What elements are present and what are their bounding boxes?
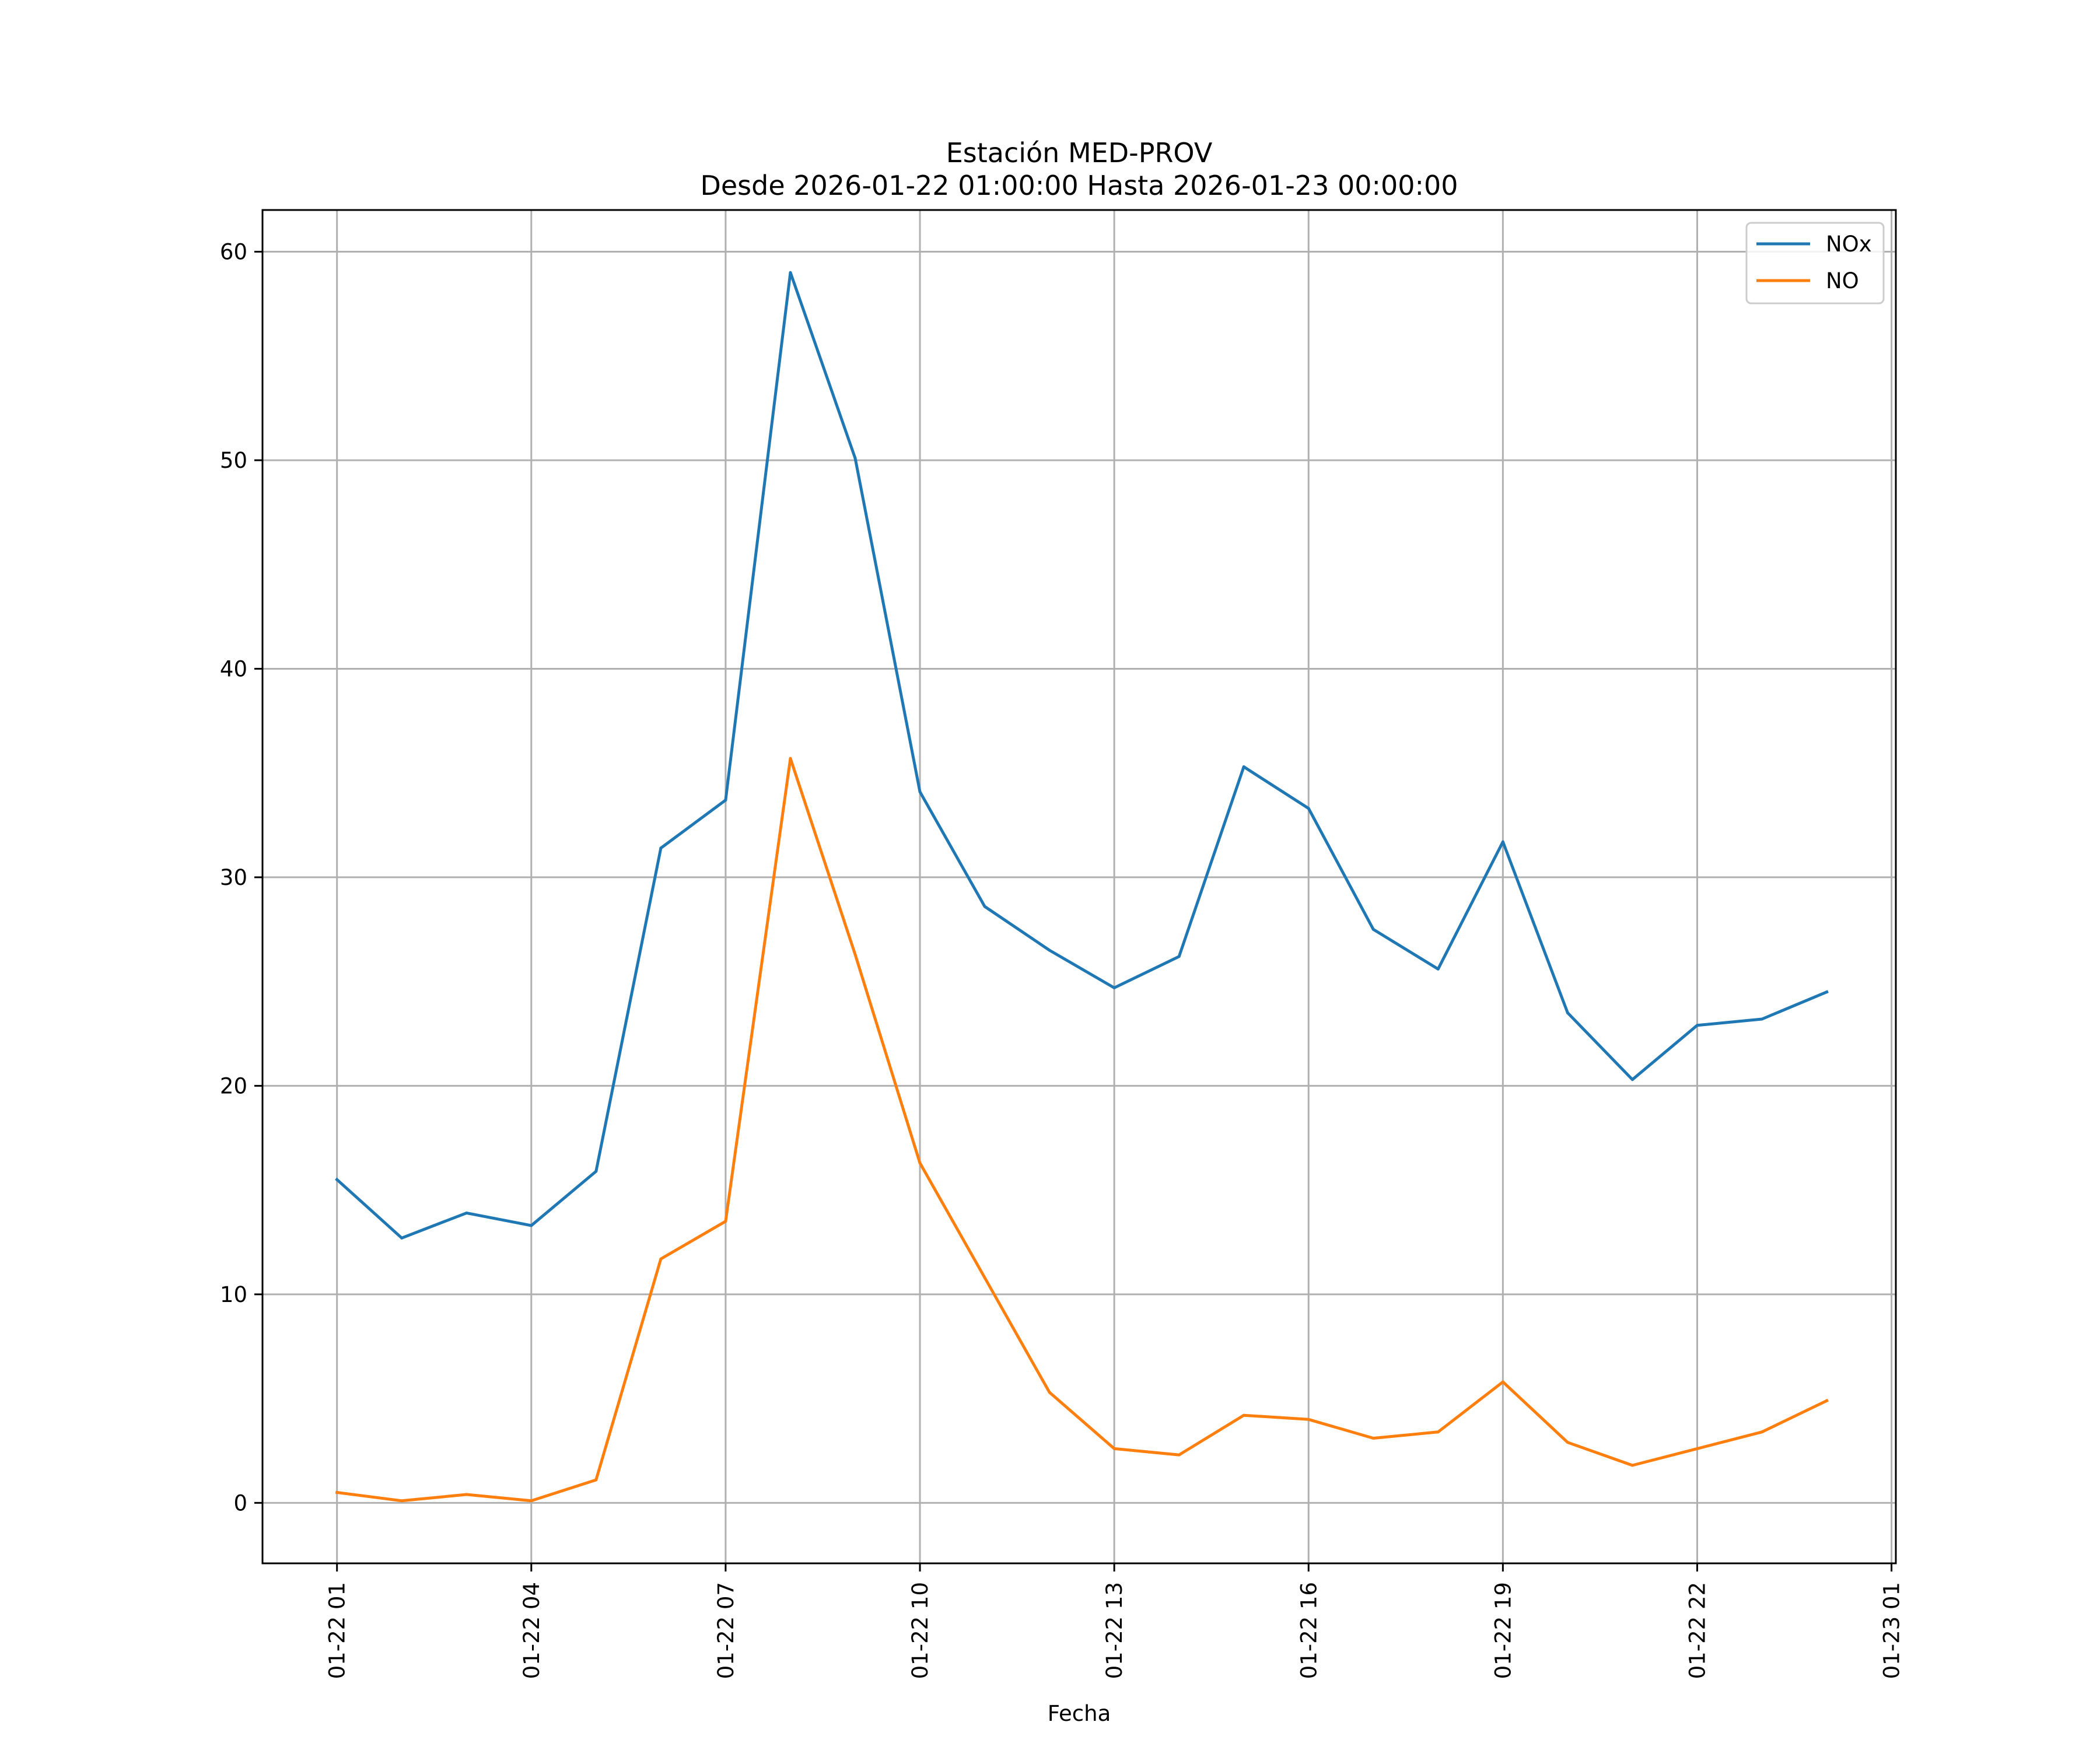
data-point-no	[400, 1499, 404, 1503]
x-tick-label: 01-22 19	[1490, 1582, 1516, 1679]
series-line-no	[335, 757, 1829, 1503]
data-point-no	[1630, 1464, 1634, 1467]
data-point-no	[724, 1220, 727, 1223]
y-tick-label: 10	[220, 1282, 247, 1307]
data-point-nox	[1566, 1011, 1569, 1014]
data-point-nox	[853, 456, 857, 460]
data-point-nox	[335, 1178, 339, 1181]
data-point-no	[1371, 1437, 1375, 1440]
y-tick-label: 0	[233, 1490, 247, 1516]
data-point-no	[1436, 1430, 1440, 1434]
data-point-nox	[918, 790, 922, 793]
data-point-no	[1760, 1430, 1764, 1434]
data-point-no	[853, 953, 857, 956]
legend-label-nox: NOx	[1826, 232, 1872, 257]
data-point-no	[1695, 1447, 1699, 1450]
chart-subtitle: Desde 2026-01-22 01:00:00 Hasta 2026-01-…	[700, 170, 1458, 201]
data-point-nox	[400, 1236, 404, 1240]
data-point-nox	[1760, 1017, 1764, 1021]
data-point-nox	[983, 905, 986, 908]
data-point-no	[659, 1257, 663, 1261]
series-line-nox	[335, 271, 1829, 1240]
data-point-nox	[1307, 807, 1310, 810]
chart-title: Estación MED-PROV	[946, 137, 1213, 169]
data-point-no	[530, 1499, 533, 1503]
data-point-no	[594, 1478, 598, 1482]
data-point-nox	[594, 1170, 598, 1173]
x-tick-label: 01-22 01	[325, 1582, 350, 1679]
data-point-no	[1242, 1413, 1245, 1417]
y-tick-label: 20	[220, 1073, 247, 1098]
x-tick-label: 01-22 13	[1102, 1582, 1127, 1679]
legend-label-no: NO	[1826, 268, 1859, 293]
data-point-nox	[659, 846, 663, 850]
y-tick-label: 60	[220, 239, 247, 264]
data-point-nox	[530, 1224, 533, 1227]
series-layer	[335, 271, 1829, 1503]
data-point-no	[918, 1161, 922, 1165]
x-tick-label: 01-22 10	[908, 1582, 933, 1679]
data-point-nox	[1371, 928, 1375, 931]
legend: NOx NO	[1745, 222, 1885, 304]
data-point-no	[1112, 1447, 1116, 1450]
tick-layer: 01-22 01 01-22 04 01-22 07 01-22 10 01-22 13…	[220, 239, 1905, 1679]
y-tick-label: 40	[220, 656, 247, 681]
data-point-no	[1501, 1380, 1504, 1384]
y-tick-label: 50	[220, 448, 247, 473]
x-axis-label: Fecha	[1048, 1701, 1111, 1726]
plot-frame	[261, 209, 1897, 1564]
data-point-no	[1177, 1453, 1181, 1457]
data-point-nox	[1242, 765, 1245, 768]
data-point-nox	[1695, 1024, 1699, 1027]
x-tick-label: 01-22 16	[1296, 1582, 1321, 1679]
data-point-no	[1825, 1399, 1829, 1402]
data-point-nox	[1436, 967, 1440, 971]
data-point-nox	[1048, 949, 1051, 952]
data-point-no	[335, 1490, 339, 1494]
data-point-nox	[465, 1211, 468, 1214]
data-point-nox	[1825, 991, 1829, 994]
data-point-nox	[1630, 1078, 1634, 1082]
grid-layer	[262, 210, 1896, 1563]
data-point-no	[1048, 1391, 1051, 1394]
data-point-no	[789, 757, 792, 760]
data-point-nox	[1501, 840, 1504, 844]
data-point-no	[983, 1276, 986, 1279]
x-tick-label: 01-23 01	[1880, 1582, 1905, 1679]
data-point-no	[465, 1493, 468, 1496]
y-tick-label: 30	[220, 865, 247, 890]
x-tick-label: 01-22 22	[1685, 1582, 1710, 1679]
data-point-no	[1566, 1441, 1569, 1444]
data-point-nox	[789, 271, 792, 274]
data-point-nox	[724, 799, 727, 802]
x-tick-label: 01-22 07	[713, 1582, 738, 1679]
x-tick-label: 01-22 04	[519, 1582, 544, 1679]
data-point-no	[1307, 1418, 1310, 1421]
data-point-nox	[1177, 955, 1181, 958]
data-point-nox	[1112, 986, 1116, 989]
